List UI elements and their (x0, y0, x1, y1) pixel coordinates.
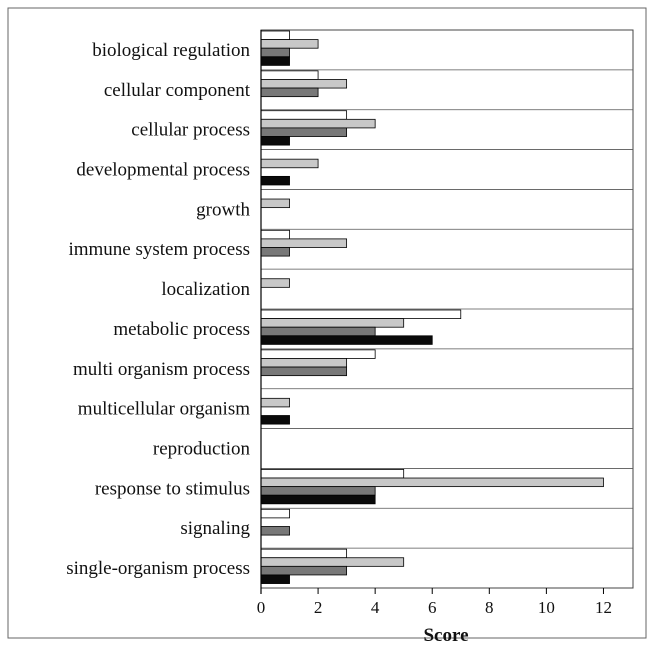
bar-3-single-organism-process (260, 565, 348, 576)
x-tick-label: 8 (485, 598, 494, 617)
bar-2-multi-organism-process (260, 358, 348, 368)
category-label: localization (161, 279, 250, 300)
bar-4-developmental-process (260, 175, 290, 186)
category-label: multicellular organism (78, 399, 250, 420)
bar-4-cellular-process (260, 136, 290, 146)
bar-2-localization (260, 278, 290, 288)
bar-1-metabolic-process (260, 309, 462, 320)
bar-3-biological-regulation (260, 47, 290, 58)
bar-3-cellular-component (260, 87, 319, 98)
bar-4-biological-regulation (260, 56, 290, 66)
x-tick-label: 0 (257, 598, 266, 617)
category-label: biological regulation (92, 40, 250, 61)
bar-1-response-to-stimulus (260, 469, 405, 479)
bar-3-response-to-stimulus (260, 486, 376, 496)
bar-3-signaling (260, 526, 290, 536)
bar-2-developmental-process (260, 158, 319, 169)
bar-4-response-to-stimulus (260, 494, 376, 505)
x-axis-title: Score (423, 625, 468, 646)
bar-4-metabolic-process (260, 335, 433, 345)
category-label: immune system process (68, 239, 250, 260)
bar-1-multi-organism-process (260, 349, 376, 359)
bar-1-biological-regulation (260, 30, 290, 41)
bar-2-growth (260, 198, 290, 209)
bar-2-metabolic-process (260, 318, 405, 328)
bar-3-cellular-process (260, 127, 348, 137)
category-label: cellular process (131, 120, 250, 141)
bar-1-signaling (260, 508, 290, 519)
x-tick-label: 12 (595, 598, 612, 617)
bar-1-cellular-component (260, 70, 319, 80)
bar-2-response-to-stimulus (260, 477, 604, 488)
category-label: growth (196, 199, 250, 220)
category-label: cellular component (104, 80, 251, 101)
bar-2-cellular-component (260, 79, 348, 89)
x-tick-label: 2 (314, 598, 323, 617)
category-label: developmental process (76, 160, 250, 181)
category-label: multi organism process (73, 359, 250, 380)
bar-3-multi-organism-process (260, 366, 348, 377)
x-tick-label: 6 (428, 598, 437, 617)
bar-2-biological-regulation (260, 39, 319, 49)
bar-3-metabolic-process (260, 326, 376, 337)
bar-2-multicellular-organism (260, 397, 290, 408)
category-label: signaling (180, 518, 250, 539)
bar-1-cellular-process (260, 110, 348, 120)
category-label: metabolic process (113, 319, 250, 340)
bar-3-immune-system-process (260, 247, 290, 257)
category-label: reproduction (153, 439, 251, 460)
bar-4-single-organism-process (260, 574, 290, 584)
plot-area: biological regulation cellular component c… (66, 29, 634, 617)
bar-4-multicellular-organism (260, 415, 290, 425)
category-label: single-organism process (66, 558, 250, 579)
bar-2-cellular-process (260, 118, 376, 129)
x-tick-label: 4 (371, 598, 380, 617)
category-label: response to stimulus (95, 478, 250, 499)
bar-1-immune-system-process (260, 229, 290, 240)
bar-2-single-organism-process (260, 557, 405, 567)
x-tick-label: 10 (538, 598, 555, 617)
bar-2-immune-system-process (260, 238, 348, 248)
bar-1-single-organism-process (260, 548, 348, 559)
